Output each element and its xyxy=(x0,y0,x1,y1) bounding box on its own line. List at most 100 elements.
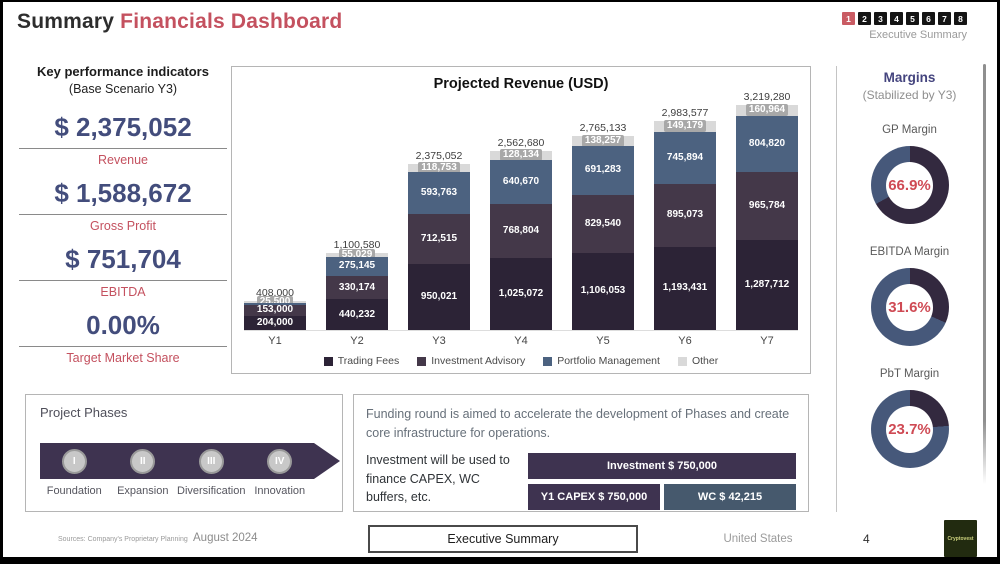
company-logo: Cryptovest xyxy=(944,520,977,557)
kpi-label: Target Market Share xyxy=(66,351,180,365)
kpi-value: $ 2,375,052 xyxy=(54,112,192,142)
bar-segment: 1,193,431 xyxy=(654,246,716,330)
scrollbar[interactable] xyxy=(983,64,986,484)
bar-category-label: Y6 xyxy=(678,335,692,347)
bar-column-Y6: 2,983,577 149,179 745,894 895,073 1,193,431 Y… xyxy=(654,107,716,347)
margins-panel: Margins (Stabilized by Y3) GP Margin 66.9… xyxy=(836,66,982,512)
funding-split-row: Y1 CAPEX $ 750,000 WC $ 42,215 xyxy=(528,483,796,510)
page-nav-item-3[interactable]: 3 xyxy=(874,12,887,25)
bar-category-label: Y1 xyxy=(268,335,282,347)
segment-value-label: 1,025,072 xyxy=(498,288,544,300)
bar-category-label: Y4 xyxy=(514,335,528,347)
page-title-accent: Financials Dashboard xyxy=(120,10,343,33)
bar-segment: 640,670 xyxy=(490,159,552,205)
legend-item: Trading Fees xyxy=(323,355,400,367)
bar-segment: 1,106,053 xyxy=(572,252,634,330)
chart-legend: Trading Fees Investment Advisory Portfolio… xyxy=(232,355,810,367)
donut-hole: 66.9% xyxy=(886,161,933,209)
segment-value-label: 138,257 xyxy=(581,135,625,148)
bar-segment: 160,964 xyxy=(736,104,798,117)
segment-value-label: 160,964 xyxy=(745,104,789,117)
page-nav-item-1[interactable]: 1 xyxy=(842,12,855,25)
bar-segment: 965,784 xyxy=(736,172,798,240)
page-nav-item-5[interactable]: 5 xyxy=(906,12,919,25)
revenue-chart-panel: Projected Revenue (USD) 408,000 25,500 153… xyxy=(231,66,811,374)
segment-value-label: 965,784 xyxy=(748,200,786,212)
kpi-label: Gross Profit xyxy=(90,219,156,233)
footer-date: August 2024 xyxy=(193,532,258,544)
segment-value-label: 895,073 xyxy=(666,209,704,221)
funding-note: Investment will be used to finance CAPEX… xyxy=(366,452,510,505)
bar-total-label: 3,219,280 xyxy=(743,90,791,103)
margin-donut-label: PbT Margin xyxy=(879,368,940,380)
page-nav-item-7[interactable]: 7 xyxy=(938,12,951,25)
executive-summary-button[interactable]: Executive Summary xyxy=(368,525,638,553)
kpi-items: $ 2,375,052 Revenue $ 1,588,672 Gross Profi… xyxy=(17,112,229,365)
margin-donut-label: GP Margin xyxy=(882,124,937,136)
bar-column-Y1: 408,000 25,500 153,000 204,000 Y1 xyxy=(244,287,306,347)
capex-bar: Y1 CAPEX $ 750,000 xyxy=(528,483,660,510)
bar-column-Y5: 2,765,133 138,257 691,283 829,540 1,106,053 Y… xyxy=(572,122,634,347)
page-title: Summary Financials Dashboard xyxy=(17,10,342,34)
kpi-item: $ 751,704 EBITDA xyxy=(17,244,229,299)
bar-segment: 204,000 xyxy=(244,315,306,330)
legend-item: Other xyxy=(677,355,718,367)
bar-segment: 330,174 xyxy=(326,276,388,300)
company-logo-text: Cryptovest xyxy=(947,535,974,542)
bar-stack: 149,179 745,894 895,073 1,193,431 xyxy=(654,120,716,330)
phase-circle: IV xyxy=(267,449,292,474)
legend-swatch xyxy=(417,356,427,366)
bar-category-label: Y5 xyxy=(596,335,610,347)
segment-value-label: 768,804 xyxy=(502,225,540,237)
segment-value-label: 745,894 xyxy=(666,151,704,163)
bar-segment: 128,134 xyxy=(490,149,552,162)
segment-value-label: 1,287,712 xyxy=(744,278,790,290)
kpi-divider xyxy=(19,280,227,281)
phase-label: Innovation xyxy=(254,485,306,497)
bar-stack: 118,753 593,763 712,515 950,021 xyxy=(408,161,470,330)
page-nav-item-6[interactable]: 6 xyxy=(922,12,935,25)
segment-value-label: 153,000 xyxy=(256,304,294,316)
bar-segment: 712,515 xyxy=(408,213,470,264)
bar-stack: 138,257 691,283 829,540 1,106,053 xyxy=(572,135,634,330)
bar-segment: 593,763 xyxy=(408,172,470,214)
bar-segment: 895,073 xyxy=(654,183,716,247)
bar-column-Y2: 1,100,580 55,029 275,145 330,174 440,232 Y2 xyxy=(326,239,388,347)
bar-column-Y7: 3,219,280 160,964 804,820 965,784 1,287,712 Y… xyxy=(736,90,798,347)
page-nav-caption: Executive Summary xyxy=(869,29,967,41)
kpi-subtitle: (Base Scenario Y3) xyxy=(68,82,178,96)
segment-value-label: 1,106,053 xyxy=(580,285,626,297)
page-nav-item-2[interactable]: 2 xyxy=(858,12,871,25)
donut-percentage: 23.7% xyxy=(888,420,931,438)
segment-value-label: 829,540 xyxy=(584,217,622,229)
bar-segment xyxy=(244,303,306,306)
bar-segment: 275,145 xyxy=(326,256,388,277)
margins-title: Margins xyxy=(883,70,936,85)
phase-label: Foundation xyxy=(46,485,102,497)
segment-value-label: 275,145 xyxy=(338,260,376,272)
kpi-divider xyxy=(19,214,227,215)
chart-title: Projected Revenue (USD) xyxy=(433,76,609,92)
kpi-item: $ 2,375,052 Revenue xyxy=(17,112,229,167)
kpi-panel: Key performance indicators (Base Scenari… xyxy=(17,64,229,376)
project-phases-panel: Project Phases I II III IV Foundation Expans… xyxy=(25,394,343,512)
bar-column-Y3: 2,375,052 118,753 593,763 712,515 950,021 Y3 xyxy=(408,150,470,347)
bar-segment: 691,283 xyxy=(572,146,634,195)
bar-category-label: Y7 xyxy=(760,335,774,347)
segment-value-label: 593,763 xyxy=(420,186,458,198)
phase-circle: II xyxy=(130,449,155,474)
page-nav-item-4[interactable]: 4 xyxy=(890,12,903,25)
donut-chart: 66.9% xyxy=(870,146,949,224)
segment-value-label: 118,753 xyxy=(418,161,460,174)
legend-label: Investment Advisory xyxy=(431,355,526,367)
funding-row: Investment will be used to finance CAPEX… xyxy=(366,451,796,510)
legend-swatch xyxy=(323,356,333,366)
legend-label: Trading Fees xyxy=(337,355,400,367)
page-nav-item-8[interactable]: 8 xyxy=(954,12,967,25)
margin-donuts: GP Margin 66.9% EBITDA Margin 31.6% PbT Marg… xyxy=(837,124,982,468)
kpi-item: $ 1,588,672 Gross Profit xyxy=(17,178,229,233)
kpi-label: EBITDA xyxy=(100,285,146,299)
donut-percentage: 66.9% xyxy=(888,176,931,194)
donut-hole: 23.7% xyxy=(886,405,933,453)
